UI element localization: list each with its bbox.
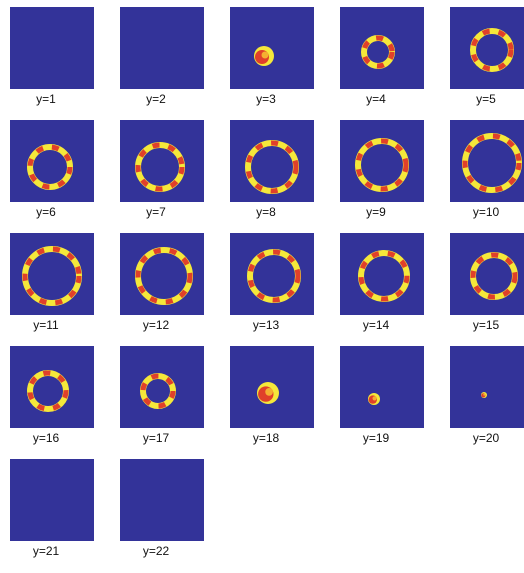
panel-label: y=17	[143, 431, 170, 445]
panel: y=6	[10, 120, 94, 219]
ring-hot	[22, 246, 82, 306]
panel: y=7	[120, 120, 204, 219]
ring-hot	[358, 250, 410, 302]
ring-hot	[247, 249, 301, 303]
panel-label: y=22	[143, 544, 170, 558]
panel-image	[340, 7, 424, 89]
panel-label: y=6	[36, 205, 56, 219]
panel-label: y=16	[33, 431, 60, 445]
panel: y=15	[450, 233, 524, 332]
panel: y=20	[450, 346, 524, 445]
panel-label: y=12	[143, 318, 170, 332]
panel-label: y=4	[366, 92, 386, 106]
panel-label: y=19	[363, 431, 390, 445]
panel: y=19	[340, 346, 424, 445]
panel-label: y=15	[473, 318, 500, 332]
panel: y=22	[120, 459, 204, 558]
ring-hot	[361, 35, 395, 69]
ring-hot	[27, 144, 73, 190]
panel-label: y=13	[253, 318, 280, 332]
panel-label: y=3	[256, 92, 276, 106]
panel-label: y=2	[146, 92, 166, 106]
panel-label: y=7	[146, 205, 166, 219]
panel-image	[120, 346, 204, 428]
panel: y=3	[230, 7, 314, 106]
panel-label: y=9	[366, 205, 386, 219]
panel-image	[340, 233, 424, 315]
blob-core	[265, 388, 273, 396]
panel: y=10	[450, 120, 524, 219]
panel-image	[230, 7, 314, 89]
panel-image	[10, 7, 94, 89]
blob-core	[483, 393, 486, 396]
blob-core	[372, 396, 377, 401]
panel: y=2	[120, 7, 204, 106]
ring-hot	[135, 247, 193, 305]
panel-label: y=14	[363, 318, 390, 332]
panel-image	[450, 233, 524, 315]
ring-hot	[135, 142, 185, 192]
panel: y=12	[120, 233, 204, 332]
panel: y=18	[230, 346, 314, 445]
panel: y=9	[340, 120, 424, 219]
panel: y=13	[230, 233, 314, 332]
panel-label: y=21	[33, 544, 60, 558]
ring-hot	[470, 252, 518, 300]
panel-label: y=18	[253, 431, 280, 445]
ring-hot	[27, 370, 69, 412]
panel-image	[340, 346, 424, 428]
panel-image	[10, 346, 94, 428]
ring-hot	[245, 140, 299, 194]
panel: y=16	[10, 346, 94, 445]
panel-label: y=1	[36, 92, 56, 106]
panel-label: y=11	[33, 318, 59, 332]
ring-hot	[355, 138, 409, 192]
panel: y=14	[340, 233, 424, 332]
panel: y=5	[450, 7, 524, 106]
ring-hot	[140, 373, 176, 409]
panel: y=11	[10, 233, 94, 332]
panel-image	[10, 459, 94, 541]
panel: y=8	[230, 120, 314, 219]
panel-image	[450, 346, 524, 428]
panel-label: y=10	[473, 205, 500, 219]
panel-image	[120, 7, 204, 89]
ring-hot	[470, 28, 514, 72]
blob-core	[261, 51, 269, 59]
ring-hot	[462, 133, 522, 193]
panel: y=17	[120, 346, 204, 445]
panel: y=21	[10, 459, 94, 558]
panel-label: y=8	[256, 205, 276, 219]
panel-label: y=20	[473, 431, 500, 445]
panel: y=1	[10, 7, 94, 106]
panel-label: y=5	[476, 92, 496, 106]
panel: y=4	[340, 7, 424, 106]
panel-image	[120, 459, 204, 541]
